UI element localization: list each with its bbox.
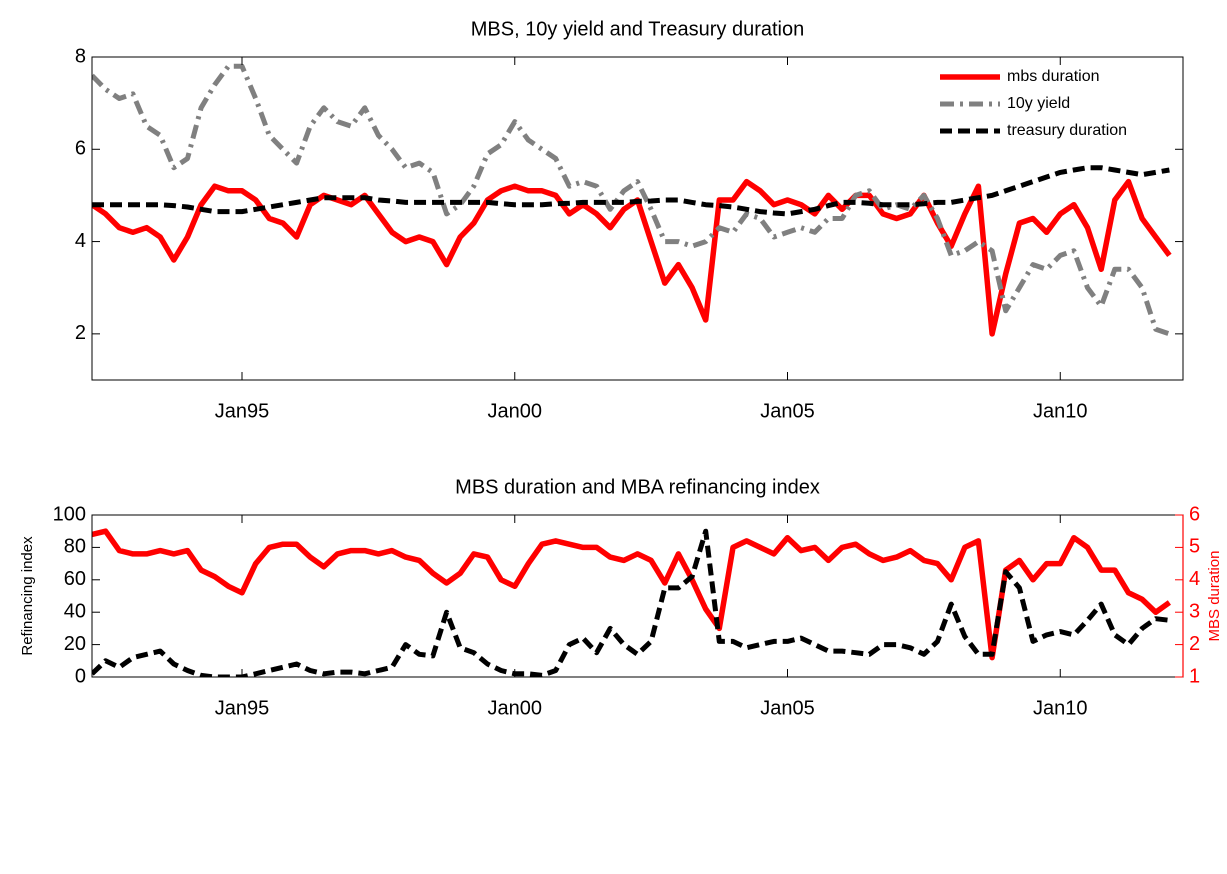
y2-tick-label: 6	[1189, 503, 1200, 525]
series-line	[92, 178, 1172, 337]
series-line	[92, 165, 1170, 217]
axes-frame	[91, 56, 1184, 381]
y2-axis-label: MBS duration	[1206, 551, 1223, 642]
y2-tick-label: 4	[1189, 568, 1200, 590]
x-tick-label: Jan05	[760, 697, 815, 719]
series-line	[92, 63, 1171, 337]
x-tick-label: Jan05	[760, 400, 815, 422]
legend-label: 10y yield	[1007, 95, 1070, 112]
series-line	[92, 528, 1171, 661]
legend: mbs duration 10y yield treasury duration	[940, 68, 1127, 139]
y-axis-label: Refinancing index	[19, 536, 36, 656]
chart-title: MBS duration and MBA refinancing index	[455, 476, 820, 498]
y-tick-label: 100	[53, 503, 86, 525]
y-tick-label: 6	[75, 138, 86, 160]
y-tick-label: 40	[64, 600, 86, 622]
y2-tick-label: 5	[1189, 536, 1200, 558]
y-tick-label: 60	[64, 568, 86, 590]
legend-label: mbs duration	[1007, 68, 1100, 85]
x-tick-label: Jan95	[215, 697, 270, 719]
x-tick-label: Jan00	[488, 400, 543, 422]
y-tick-label: 0	[75, 665, 86, 687]
plot: MBS, 10y yield and Treasury duration Jan9…	[75, 18, 1184, 422]
series-line	[92, 528, 1170, 677]
x-tick-label: Jan10	[1033, 400, 1088, 422]
y2-tick-label: 1	[1189, 665, 1200, 687]
y-tick-label: 8	[75, 45, 86, 67]
y2-tick-label: 2	[1189, 633, 1200, 655]
series-group	[92, 528, 1171, 677]
plot: MBS duration and MBA refinancing index Ja…	[19, 476, 1223, 719]
y-tick-label: 20	[64, 633, 86, 655]
y-tick-label: 2	[75, 322, 86, 344]
y-tick-label: 80	[64, 536, 86, 558]
chart-title: MBS, 10y yield and Treasury duration	[471, 18, 805, 40]
y2-tick-label: 3	[1189, 600, 1200, 622]
legend-label: treasury duration	[1007, 122, 1127, 139]
series-group	[92, 63, 1172, 337]
y-tick-label: 4	[75, 230, 86, 252]
x-tick-label: Jan00	[488, 697, 543, 719]
x-tick-label: Jan10	[1033, 697, 1088, 719]
x-tick-label: Jan95	[215, 400, 270, 422]
